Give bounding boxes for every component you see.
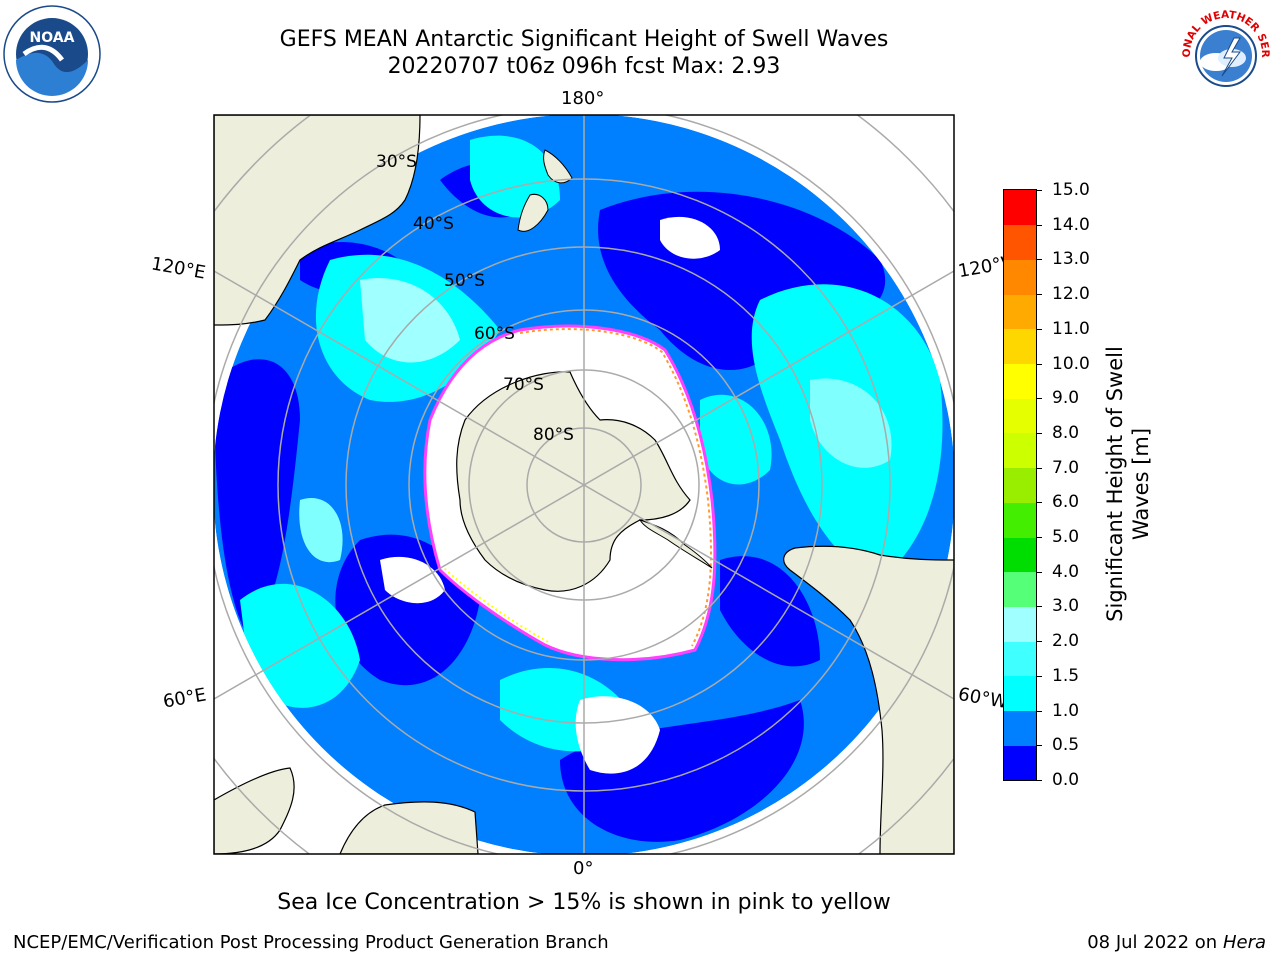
colorbar-segment: [1004, 363, 1036, 399]
colorbar-segment: [1004, 537, 1036, 573]
colorbar-segment: [1004, 190, 1036, 226]
colorbar-tick-label: 1.0: [1052, 700, 1080, 721]
colorbar-tick: [1036, 502, 1042, 504]
colorbar-tick-label: 5.0: [1052, 527, 1080, 548]
date-text: 08 Jul 2022 on: [1087, 932, 1223, 953]
credit-text: NCEP/EMC/Verification Post Processing Pr…: [13, 932, 609, 953]
latitude-label-30s: 30°S: [376, 152, 417, 172]
colorbar-tick: [1036, 467, 1042, 469]
colorbar-segment: [1004, 432, 1036, 469]
graticule: [214, 115, 954, 854]
latitude-label-50s: 50°S: [444, 271, 485, 291]
colorbar: [1003, 189, 1037, 781]
colorbar-tick: [1036, 537, 1042, 539]
noaa-logo-icon: NOAA: [3, 5, 101, 103]
antarctic-peninsula: [638, 519, 713, 569]
colorbar-tick: [1036, 294, 1042, 296]
colorbar-tick: [1036, 398, 1042, 400]
colorbar-tick-label: 6.0: [1052, 492, 1080, 513]
new-zealand-land: [517, 193, 549, 232]
sea-ice-patch: [380, 556, 445, 604]
sea-ice-note: Sea Ice Concentration > 15% is shown in …: [277, 890, 891, 915]
colorbar-tick-label: 0.0: [1052, 770, 1080, 790]
high-swell: [810, 378, 892, 468]
calm-patch: [720, 556, 820, 667]
colorbar-tick: [1036, 710, 1042, 712]
colorbar-segment: [1004, 606, 1036, 642]
noaa-logo-text: NOAA: [30, 30, 75, 46]
date-stamp: 08 Jul 2022 on Hera: [1087, 932, 1266, 953]
colorbar-title-text: Significant Height of Swell Waves [m]: [1103, 346, 1153, 622]
sea-ice-patch: [660, 216, 720, 259]
longitude-label-180: 180°: [561, 88, 605, 109]
colorbar-tick: [1036, 259, 1042, 261]
longitude-label-0: 0°: [573, 858, 594, 879]
colorbar-segment: [1004, 675, 1036, 712]
colorbar-tick-label: 4.0: [1052, 561, 1080, 582]
ice-edge: [443, 567, 549, 643]
colorbar-tick: [1036, 190, 1042, 191]
latitude-label-80s: 80°S: [533, 425, 574, 445]
colorbar-tick-label: 14.0: [1052, 214, 1090, 235]
map-title: GEFS MEAN Antarctic Significant Height o…: [279, 27, 889, 52]
colorbar-tick-label: 10.0: [1052, 353, 1090, 374]
australia-land: [214, 115, 421, 326]
calm-patch: [214, 359, 300, 640]
africa-land: [214, 767, 295, 854]
nws-logo-icon: NATIONAL WEATHER SERVICE: [1176, 4, 1274, 102]
colorbar-segment: [1004, 224, 1036, 260]
map-subtitle: 20220707 t06z 096h fcst Max: 2.93: [387, 54, 781, 79]
colorbar-segment: [1004, 502, 1036, 538]
colorbar-tick: [1036, 432, 1042, 434]
colorbar-tick-label: 2.0: [1052, 631, 1080, 652]
colorbar-tick-label: 12.0: [1052, 284, 1090, 305]
colorbar-segment: [1004, 571, 1036, 607]
colorbar-segment: [1004, 294, 1036, 330]
latitude-label-40s: 40°S: [413, 214, 454, 234]
colorbar-tick-label: 8.0: [1052, 422, 1080, 443]
colorbar-tick-label: 13.0: [1052, 249, 1090, 270]
colorbar-tick: [1036, 224, 1042, 226]
colorbar-tick-label: 1.5: [1052, 665, 1080, 686]
colorbar-tick: [1036, 363, 1042, 365]
map-frame: [213, 114, 955, 855]
new-zealand-land: [543, 149, 573, 184]
colorbar-tick-label: 0.5: [1052, 735, 1080, 756]
meridian-line: [214, 270, 954, 700]
calm-patch: [560, 700, 804, 842]
colorbar-tick-label: 3.0: [1052, 596, 1080, 617]
colorbar-tick: [1036, 328, 1042, 330]
colorbar-tick: [1036, 675, 1042, 677]
colorbar-tick-label: 9.0: [1052, 388, 1080, 409]
colorbar-segment: [1004, 641, 1036, 677]
colorbar-tick-label: 7.0: [1052, 457, 1080, 478]
colorbar-tick-label: 15.0: [1052, 180, 1090, 200]
latitude-label-70s: 70°S: [503, 375, 544, 395]
machine-name: Hera: [1222, 932, 1266, 953]
latitude-label-60s: 60°S: [474, 324, 515, 344]
africa-land: [339, 801, 479, 854]
high-swell: [299, 498, 343, 563]
colorbar-tick-label: 11.0: [1052, 318, 1090, 339]
colorbar-segment: [1004, 398, 1036, 434]
colorbar-segment: [1004, 710, 1036, 746]
colorbar-tick: [1036, 571, 1042, 573]
mid-swell: [240, 583, 360, 708]
sea-ice-patch: [575, 696, 660, 774]
mid-swell: [700, 394, 772, 485]
colorbar-segment: [1004, 745, 1036, 781]
colorbar-tick: [1036, 745, 1042, 747]
colorbar-segment: [1004, 259, 1036, 295]
colorbar-tick: [1036, 641, 1042, 643]
colorbar-segment: [1004, 467, 1036, 503]
colorbar-tick: [1036, 780, 1042, 781]
colorbar-tick: [1036, 606, 1042, 608]
colorbar-segment: [1004, 328, 1036, 365]
south-america-land: [783, 545, 954, 854]
ice-edge: [519, 328, 712, 647]
